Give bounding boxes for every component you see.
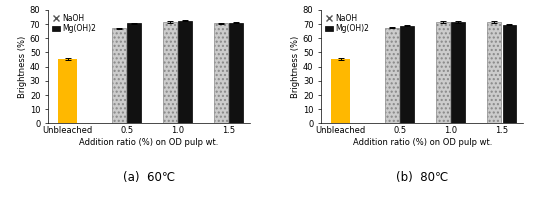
Bar bbox=[487, 22, 501, 123]
Text: (a)  60℃: (a) 60℃ bbox=[123, 171, 175, 184]
Bar bbox=[230, 23, 243, 123]
Y-axis label: Brightness (%): Brightness (%) bbox=[18, 36, 27, 98]
X-axis label: Addition ratio (%) on OD pulp wt.: Addition ratio (%) on OD pulp wt. bbox=[352, 138, 492, 147]
Legend: NaOH, Mg(OH)2: NaOH, Mg(OH)2 bbox=[50, 12, 97, 34]
X-axis label: Addition ratio (%) on OD pulp wt.: Addition ratio (%) on OD pulp wt. bbox=[80, 138, 219, 147]
Bar bbox=[400, 25, 414, 123]
Legend: NaOH, Mg(OH)2: NaOH, Mg(OH)2 bbox=[324, 12, 370, 34]
Bar bbox=[385, 28, 399, 123]
Bar bbox=[502, 25, 516, 123]
Bar bbox=[451, 22, 465, 123]
Bar bbox=[58, 59, 77, 123]
Text: (b)  80℃: (b) 80℃ bbox=[396, 171, 449, 184]
Bar bbox=[436, 22, 450, 123]
Bar bbox=[163, 22, 177, 123]
Bar bbox=[178, 20, 192, 123]
Bar bbox=[112, 28, 126, 123]
Bar bbox=[331, 59, 350, 123]
Bar bbox=[214, 23, 228, 123]
Bar bbox=[128, 23, 141, 123]
Y-axis label: Brightness (%): Brightness (%) bbox=[291, 36, 300, 98]
